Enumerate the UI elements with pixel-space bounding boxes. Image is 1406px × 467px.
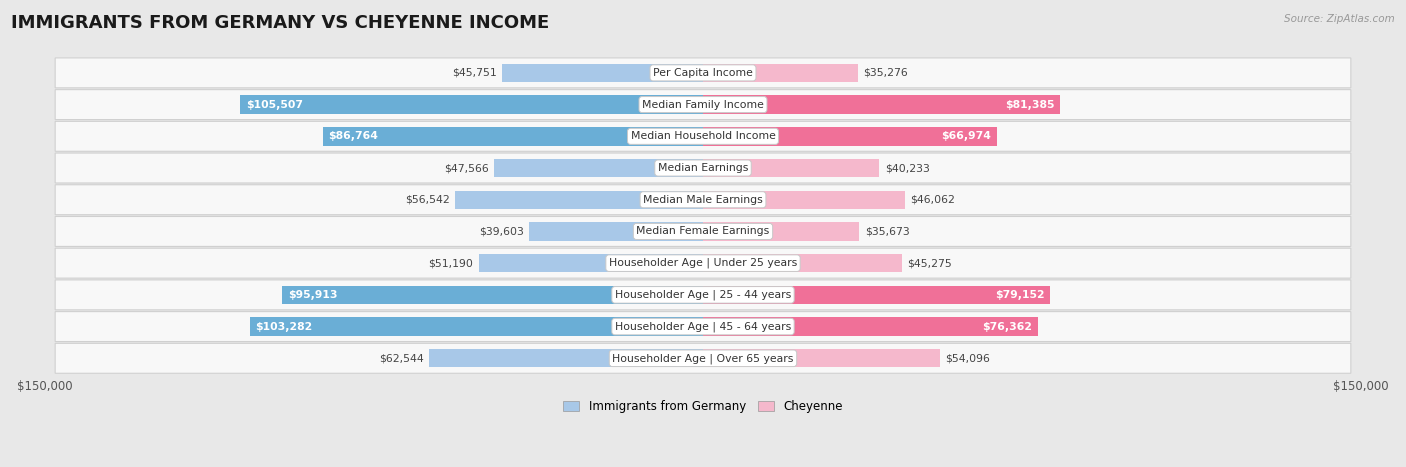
Bar — [495, 159, 703, 177]
Text: $45,751: $45,751 — [453, 68, 498, 78]
Bar — [456, 191, 703, 209]
Bar — [703, 318, 1038, 336]
Bar — [703, 286, 1050, 304]
Bar — [283, 286, 703, 304]
Text: Median Female Earnings: Median Female Earnings — [637, 226, 769, 236]
FancyBboxPatch shape — [55, 90, 1351, 120]
Bar — [703, 64, 858, 82]
Text: $81,385: $81,385 — [1005, 99, 1054, 110]
Text: $76,362: $76,362 — [983, 322, 1032, 332]
FancyBboxPatch shape — [55, 185, 1351, 215]
FancyBboxPatch shape — [55, 248, 1351, 278]
Text: Median Male Earnings: Median Male Earnings — [643, 195, 763, 205]
Bar — [529, 222, 703, 241]
Text: $54,096: $54,096 — [945, 354, 990, 363]
Text: $105,507: $105,507 — [246, 99, 302, 110]
Bar — [703, 349, 941, 368]
Text: $66,974: $66,974 — [942, 131, 991, 142]
Text: $79,152: $79,152 — [995, 290, 1045, 300]
Bar — [703, 222, 859, 241]
Text: $86,764: $86,764 — [328, 131, 378, 142]
Text: $46,062: $46,062 — [910, 195, 955, 205]
Bar — [703, 191, 905, 209]
Text: IMMIGRANTS FROM GERMANY VS CHEYENNE INCOME: IMMIGRANTS FROM GERMANY VS CHEYENNE INCO… — [11, 14, 550, 32]
Bar — [478, 254, 703, 272]
Text: $39,603: $39,603 — [479, 226, 524, 236]
Text: Householder Age | Over 65 years: Householder Age | Over 65 years — [612, 353, 794, 363]
Text: $35,673: $35,673 — [865, 226, 910, 236]
Bar — [703, 159, 879, 177]
Text: Source: ZipAtlas.com: Source: ZipAtlas.com — [1284, 14, 1395, 24]
FancyBboxPatch shape — [55, 311, 1351, 341]
Text: Median Earnings: Median Earnings — [658, 163, 748, 173]
Text: Householder Age | 45 - 64 years: Householder Age | 45 - 64 years — [614, 321, 792, 332]
Text: Median Household Income: Median Household Income — [630, 131, 776, 142]
Text: $51,190: $51,190 — [429, 258, 474, 268]
Text: $40,233: $40,233 — [884, 163, 929, 173]
Text: $56,542: $56,542 — [405, 195, 450, 205]
FancyBboxPatch shape — [55, 153, 1351, 183]
Text: Median Family Income: Median Family Income — [643, 99, 763, 110]
FancyBboxPatch shape — [55, 58, 1351, 88]
Text: Householder Age | Under 25 years: Householder Age | Under 25 years — [609, 258, 797, 269]
Bar — [429, 349, 703, 368]
Text: Per Capita Income: Per Capita Income — [652, 68, 754, 78]
Text: Householder Age | 25 - 44 years: Householder Age | 25 - 44 years — [614, 290, 792, 300]
Text: $95,913: $95,913 — [288, 290, 337, 300]
FancyBboxPatch shape — [55, 217, 1351, 247]
Bar — [703, 127, 997, 146]
Bar — [703, 95, 1060, 114]
FancyBboxPatch shape — [55, 280, 1351, 310]
Bar — [240, 95, 703, 114]
Legend: Immigrants from Germany, Cheyenne: Immigrants from Germany, Cheyenne — [558, 395, 848, 417]
Text: $103,282: $103,282 — [256, 322, 312, 332]
FancyBboxPatch shape — [55, 343, 1351, 373]
Text: $47,566: $47,566 — [444, 163, 489, 173]
Bar — [502, 64, 703, 82]
Bar — [703, 254, 901, 272]
FancyBboxPatch shape — [55, 121, 1351, 151]
Bar — [250, 318, 703, 336]
Text: $45,275: $45,275 — [907, 258, 952, 268]
Text: $35,276: $35,276 — [863, 68, 908, 78]
Bar — [322, 127, 703, 146]
Text: $62,544: $62,544 — [378, 354, 423, 363]
